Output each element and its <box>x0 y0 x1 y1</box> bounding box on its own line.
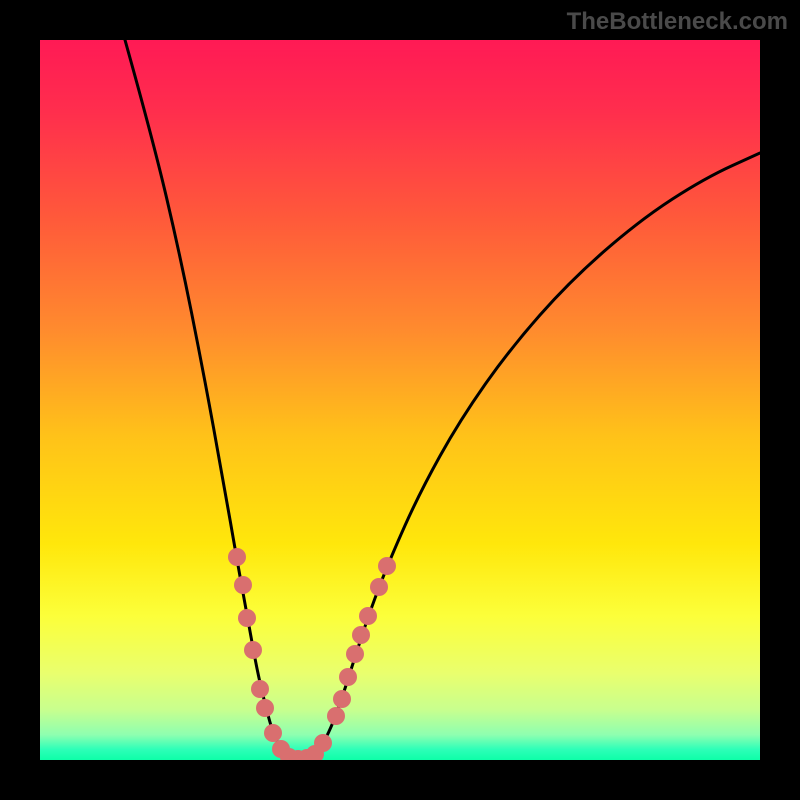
data-point <box>264 724 282 742</box>
data-point <box>378 557 396 575</box>
data-point <box>244 641 262 659</box>
data-point <box>370 578 388 596</box>
data-point <box>228 548 246 566</box>
data-point <box>234 576 252 594</box>
data-point <box>333 690 351 708</box>
curve-layer <box>40 40 760 760</box>
data-point <box>251 680 269 698</box>
data-point <box>339 668 357 686</box>
plot-area <box>40 40 760 760</box>
watermark: TheBottleneck.com <box>567 8 788 36</box>
data-point <box>352 626 370 644</box>
bottleneck-curve-right <box>298 153 760 759</box>
data-point <box>346 645 364 663</box>
figure-root: TheBottleneck.com <box>0 0 800 800</box>
data-point <box>314 734 332 752</box>
data-point <box>359 607 377 625</box>
data-point <box>256 699 274 717</box>
data-point <box>327 707 345 725</box>
data-point <box>238 609 256 627</box>
bottleneck-curve-left <box>125 40 298 759</box>
